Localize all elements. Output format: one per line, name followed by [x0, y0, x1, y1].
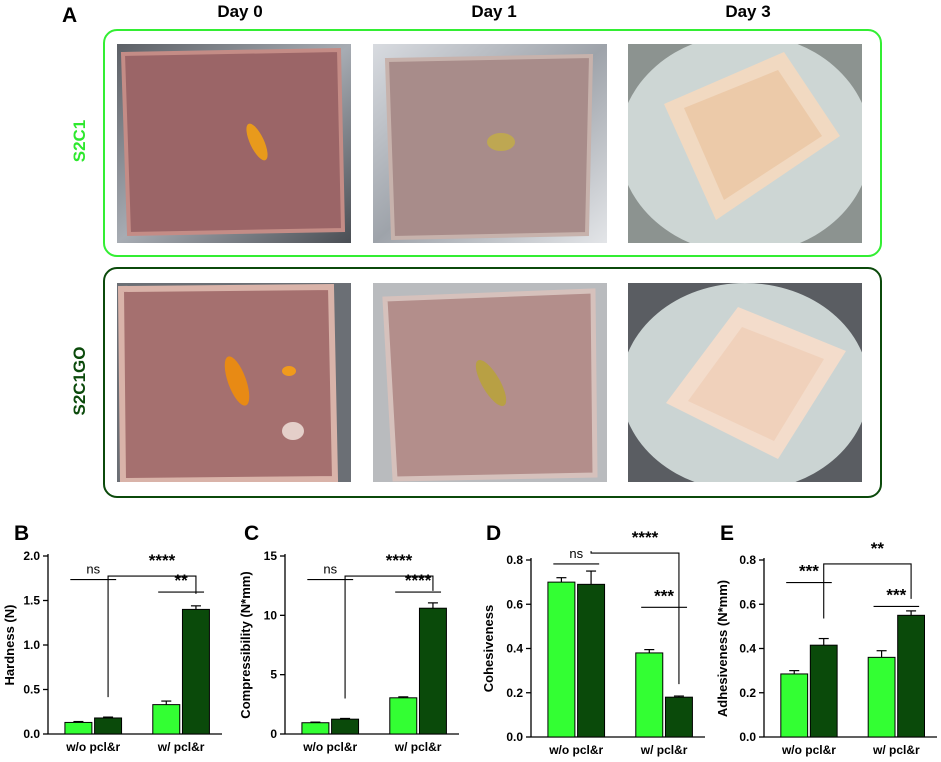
cohesiveness-bar [547, 581, 576, 738]
cohesiveness-y-tick-label: 0.8 [506, 553, 523, 567]
hardness-bar [64, 721, 93, 735]
compressibility-significance-label: **** [386, 551, 413, 570]
photo-s2c1go-day0 [117, 283, 351, 482]
compressibility-bar [331, 718, 360, 735]
panel-letter-b: B [14, 522, 29, 545]
cohesiveness-significance-label: ns [569, 546, 583, 561]
compressibility-bar [389, 697, 418, 735]
compressibility-x-tick-label: w/o pcl&r [302, 740, 357, 754]
adhesiveness-y-axis-label: Adhesiveness (N*mm) [715, 580, 730, 717]
row-frame-s2c1 [103, 29, 882, 257]
hardness-bar [94, 717, 123, 735]
hardness-y-axis-label: Hardness (N) [2, 605, 17, 686]
photo-s2c1-day3 [628, 44, 862, 243]
panel-letter-a: A [62, 4, 78, 27]
charts-area: B Hardness (N) 0.0 0.5 1.0 1.5 2.0 w/o pcl&r w/ … [2, 522, 937, 757]
adhesiveness-bar [897, 614, 926, 738]
hardness-y-tick-label: 2.0 [23, 549, 40, 563]
compressibility-bar [418, 607, 447, 735]
photo-s2c1go-day1 [373, 283, 607, 482]
cohesiveness-bar [664, 696, 693, 738]
row-label-s2c1: S2C1 [70, 119, 89, 163]
compressibility-significance-label: ns [323, 562, 337, 577]
adhesiveness-y-tick-label: 0.8 [739, 553, 756, 567]
adhesiveness-bar [867, 656, 896, 738]
hardness-bar [152, 704, 181, 735]
hardness-significance-label: **** [149, 551, 176, 570]
adhesiveness-y-tick-label: 0.6 [739, 597, 756, 611]
hardness-bar [181, 608, 210, 735]
compressibility-y-tick-label: 0 [270, 727, 277, 741]
adhesiveness-significance-label: ** [871, 539, 885, 558]
photo-s2c1-day0 [117, 44, 351, 243]
cohesiveness-x-tick-label: w/ pcl&r [640, 743, 688, 757]
photo-s2c1-day1 [373, 44, 607, 243]
compressibility-y-tick-label: 15 [264, 549, 278, 563]
cohesiveness-y-tick-label: 0.4 [506, 642, 523, 656]
adhesiveness-x-tick-label: w/o pcl&r [781, 743, 836, 757]
adhesiveness-bar [809, 644, 838, 738]
row-label-s2c1go: S2C1GO [70, 346, 89, 416]
hardness-y-tick-label: 1.0 [23, 638, 40, 652]
compressibility-bar [301, 722, 330, 735]
hardness-significance-label: ** [174, 571, 188, 590]
hardness-y-tick-label: 0.5 [23, 683, 40, 697]
cohesiveness-y-tick-label: 0.0 [506, 730, 523, 744]
hardness-significance-label: ns [86, 562, 100, 577]
compressibility-x-tick-label: w/ pcl&r [394, 740, 442, 754]
panel-letter-d: D [486, 522, 501, 545]
compressibility-y-tick-label: 5 [270, 668, 277, 682]
cohesiveness-bar [635, 652, 664, 738]
adhesiveness-bar [780, 673, 809, 738]
day-label-1: Day 1 [471, 2, 517, 21]
adhesiveness-y-tick-label: 0.2 [739, 686, 756, 700]
adhesiveness-significance-label: *** [799, 562, 819, 581]
cohesiveness-significance-label: *** [654, 586, 674, 605]
cohesiveness-y-tick-label: 0.6 [506, 597, 523, 611]
compressibility-y-axis-label: Compressibility (N*mm) [238, 571, 253, 718]
cohesiveness-significance-label: **** [632, 528, 659, 547]
cohesiveness-x-tick-label: w/o pcl&r [548, 743, 603, 757]
hardness-y-tick-label: 0.0 [23, 727, 40, 741]
panel-letter-c: C [244, 522, 259, 545]
compressibility-y-tick-label: 10 [264, 608, 278, 622]
photo-s2c1go-day3 [628, 283, 862, 482]
adhesiveness-y-tick-label: 0.4 [739, 642, 756, 656]
cohesiveness-y-tick-label: 0.2 [506, 686, 523, 700]
hardness-y-tick-label: 1.5 [23, 594, 40, 608]
cohesiveness-significance-bracket [590, 551, 680, 685]
compressibility-significance-label: **** [405, 571, 432, 590]
adhesiveness-significance-bracket [823, 563, 912, 619]
compressibility-significance-bracket [344, 575, 434, 699]
cohesiveness-y-axis-label: Cohesiveness [481, 605, 496, 692]
hardness-significance-bracket [107, 575, 197, 698]
day-label-3: Day 3 [725, 2, 771, 21]
adhesiveness-significance-label: *** [886, 585, 906, 604]
cohesiveness-bar [577, 583, 606, 738]
panel-letter-e: E [720, 522, 734, 545]
adhesiveness-y-tick-label: 0.0 [739, 730, 756, 744]
hardness-x-tick-label: w/ pcl&r [157, 740, 205, 754]
day-label-0: Day 0 [217, 2, 263, 21]
adhesiveness-x-tick-label: w/ pcl&r [872, 743, 920, 757]
hardness-x-tick-label: w/o pcl&r [65, 740, 120, 754]
row-frame-s2c1go [103, 267, 882, 498]
